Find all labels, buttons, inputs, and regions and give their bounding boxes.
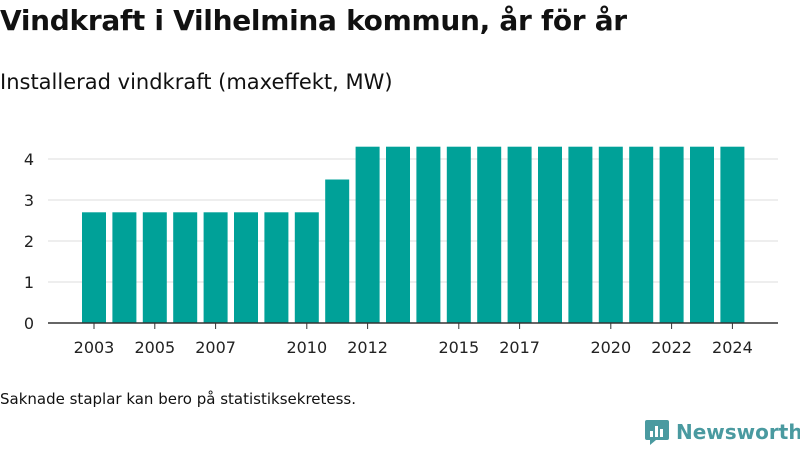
bar-2018 [538,146,562,323]
x-tick-label: 2003 [74,338,115,357]
x-tick-label: 2005 [134,338,175,357]
bar-2011 [325,179,350,323]
bar-2007 [203,212,228,323]
bar-2006 [173,212,198,323]
bar-2005 [142,212,167,323]
bar-2012 [355,146,380,323]
y-tick-label: 1 [24,273,34,292]
bar-2020 [598,146,623,323]
bar-2022 [659,146,684,323]
x-tick-label: 2022 [651,338,692,357]
newsworthy-logo: Newsworthy [644,418,800,446]
bar-2003 [82,212,106,323]
gridlines [48,158,778,283]
x-ticks: 2003 2005 2007 2010 2012 2015 2017 2020 2022 2024 [74,323,753,357]
bar-chart: 2003 2005 2007 2010 2012 2015 2017 2020 2022 2024… [24,146,778,357]
x-tick-label: 2010 [286,338,327,357]
bar-2021 [629,146,654,323]
bar-2004 [112,212,137,323]
footnote: Saknade staplar kan bero på statistiksek… [0,390,357,408]
bar-2019 [568,146,593,323]
newsworthy-chart-bubble-icon [645,420,669,445]
bar-2024 [720,146,745,323]
bar-2016 [477,146,502,323]
y-tick-label: 2 [24,232,34,251]
y-tick-label: 0 [24,314,34,333]
bar-2015 [446,146,471,323]
x-tick-label: 2012 [347,338,388,357]
x-tick-label: 2017 [499,338,540,357]
chart-subtitle: Installerad vindkraft (maxeffekt, MW) [0,70,393,94]
bars [82,146,745,323]
bar-2023 [690,146,714,323]
bar-2010 [294,212,319,323]
brand-name: Newsworthy [676,420,800,444]
y-ticks: 0 1 2 3 4 [24,150,34,333]
bar-2017 [507,146,532,323]
x-tick-label: 2024 [712,338,753,357]
chart-title: Vindkraft i Vilhelmina kommun, år för år [0,4,627,37]
y-tick-label: 3 [24,191,34,210]
bar-2009 [264,212,289,323]
bar-2014 [416,146,441,323]
bar-2008 [234,212,258,323]
x-tick-label: 2007 [195,338,236,357]
y-tick-label: 4 [24,150,34,169]
x-tick-label: 2020 [590,338,631,357]
x-tick-label: 2015 [438,338,479,357]
bar-2013 [386,146,410,323]
